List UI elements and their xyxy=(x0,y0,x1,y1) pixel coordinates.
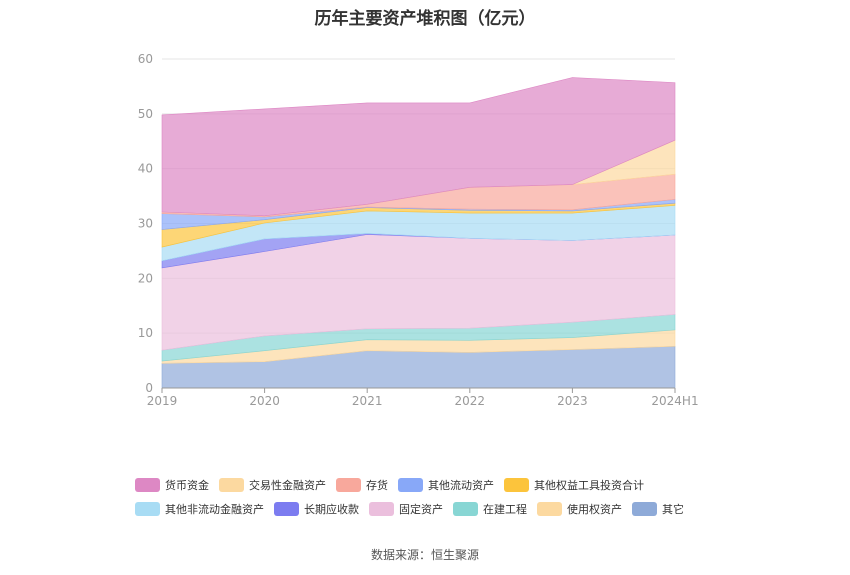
y-tick-label: 30 xyxy=(138,217,153,231)
legend-label: 在建工程 xyxy=(483,503,527,516)
legend-swatch xyxy=(135,502,160,516)
y-tick-label: 40 xyxy=(138,162,153,176)
legend: 货币资金 交易性金融资产 存货 其他流动资产 其他权益工具投资合计 其他非流动金融资产 长… xyxy=(135,473,735,521)
x-tick-label: 2019 xyxy=(147,394,178,408)
legend-swatch xyxy=(398,478,423,492)
legend-swatch xyxy=(453,502,478,516)
y-tick-label: 20 xyxy=(138,271,153,285)
x-tick-label: 2022 xyxy=(455,394,486,408)
legend-swatch xyxy=(369,502,394,516)
legend-label: 交易性金融资产 xyxy=(249,479,326,492)
area-series xyxy=(161,77,676,217)
legend-swatch xyxy=(336,478,361,492)
legend-item[interactable]: 其他非流动金融资产 xyxy=(135,501,264,517)
legend-label: 其它 xyxy=(662,503,684,516)
legend-item[interactable]: 其他流动资产 xyxy=(398,477,494,493)
legend-swatch xyxy=(632,502,657,516)
legend-label: 其他流动资产 xyxy=(428,479,494,492)
legend-item[interactable]: 其他权益工具投资合计 xyxy=(504,477,644,493)
legend-swatch xyxy=(135,478,160,492)
y-tick-label: 60 xyxy=(138,52,153,66)
legend-label: 长期应收款 xyxy=(304,503,359,516)
x-tick-label: 2021 xyxy=(352,394,383,408)
legend-item[interactable]: 交易性金融资产 xyxy=(219,477,326,493)
legend-swatch xyxy=(537,502,562,516)
legend-label: 其他非流动金融资产 xyxy=(165,503,264,516)
source-note: 数据来源：恒生聚源 xyxy=(370,548,479,562)
axes: 0 10 20 30 40 50 60 2019 2020 2021 2022 2023 2024H1 xyxy=(138,52,699,408)
legend-row: 其他非流动金融资产 长期应收款 固定资产 在建工程 使用权资产 其它 xyxy=(135,497,735,521)
legend-item[interactable]: 使用权资产 xyxy=(537,501,622,517)
legend-item[interactable]: 固定资产 xyxy=(369,501,443,517)
legend-item[interactable]: 在建工程 xyxy=(453,501,527,517)
legend-swatch xyxy=(504,478,529,492)
y-tick-label: 50 xyxy=(138,107,153,121)
legend-swatch xyxy=(219,478,244,492)
chart-title: 历年主要资产堆积图（亿元） xyxy=(314,9,536,29)
x-tick-label: 2023 xyxy=(557,394,588,408)
y-tick-label: 10 xyxy=(138,326,153,340)
legend-label: 存货 xyxy=(366,479,388,492)
legend-row: 货币资金 交易性金融资产 存货 其他流动资产 其他权益工具投资合计 xyxy=(135,473,735,497)
legend-swatch xyxy=(274,502,299,516)
legend-item[interactable]: 货币资金 xyxy=(135,477,209,493)
x-tick-label: 2020 xyxy=(249,394,280,408)
legend-label: 固定资产 xyxy=(399,503,443,516)
y-tick-label: 0 xyxy=(145,381,153,395)
legend-label: 货币资金 xyxy=(165,479,209,492)
legend-label: 其他权益工具投资合计 xyxy=(534,479,644,492)
legend-item[interactable]: 其它 xyxy=(632,501,684,517)
area-series-layer xyxy=(161,77,676,389)
legend-label: 使用权资产 xyxy=(567,503,622,516)
legend-item[interactable]: 长期应收款 xyxy=(274,501,359,517)
legend-item[interactable]: 存货 xyxy=(336,477,388,493)
x-tick-label: 2024H1 xyxy=(651,394,698,408)
